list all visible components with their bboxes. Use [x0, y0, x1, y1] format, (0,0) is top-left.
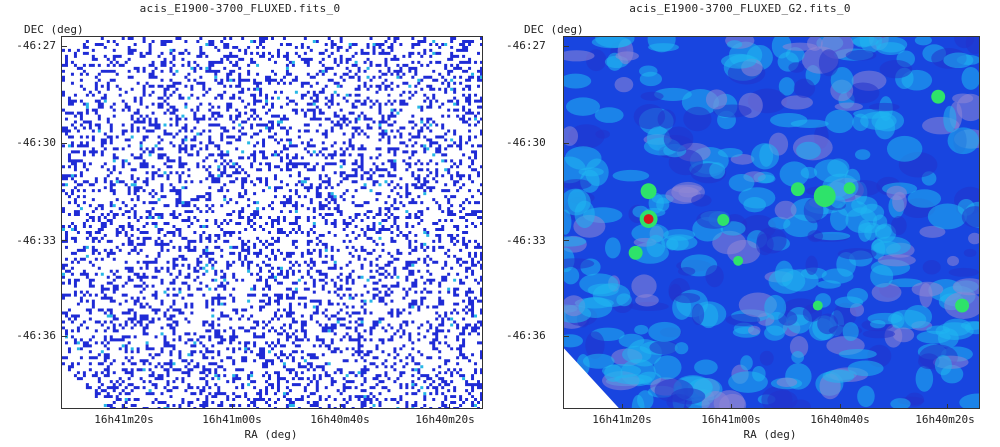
y-tick-label: -46:36 [16, 329, 56, 342]
y-tick [563, 46, 569, 47]
raw-image-panel: acis_E1900-3700_FLUXED.fits_0 DEC (deg) … [0, 0, 483, 447]
raw-counts-image [62, 37, 482, 408]
y-tick [61, 143, 67, 144]
x-tick-label: 16h41m20s [94, 413, 154, 426]
source-blob [733, 255, 744, 266]
panel-title: acis_E1900-3700_FLUXED_G2.fits_0 [629, 2, 851, 15]
source-blob [931, 89, 946, 104]
y-tick [563, 240, 569, 241]
y-tick-label: -46:27 [16, 39, 56, 52]
y-tick-label: -46:36 [506, 329, 546, 342]
x-tick [622, 404, 623, 409]
y-tick [61, 240, 67, 241]
x-tick-label: 16h40m20s [415, 413, 475, 426]
smoothed-image-plot[interactable] [563, 36, 980, 409]
x-tick-label: 16h40m40s [310, 413, 370, 426]
x-tick [731, 404, 732, 409]
x-tick [124, 404, 125, 409]
smoothed-image-panel: acis_E1900-3700_FLUXED_G2.fits_0 DEC (de… [500, 0, 980, 447]
x-tick-label: 16h41m20s [592, 413, 652, 426]
y-tick-label: -46:33 [506, 234, 546, 247]
x-tick [232, 404, 233, 409]
panel-title: acis_E1900-3700_FLUXED.fits_0 [139, 2, 341, 15]
y-tick [563, 143, 569, 144]
x-tick [449, 404, 450, 409]
x-tick [340, 404, 341, 409]
source-blob [717, 214, 730, 226]
x-tick-label: 16h40m20s [915, 413, 975, 426]
source-blob [843, 182, 856, 195]
y-tick [61, 46, 67, 47]
y-tick-label: -46:27 [506, 39, 546, 52]
bright-source [643, 214, 654, 224]
x-axis-label: RA (deg) [743, 428, 797, 441]
x-tick [840, 404, 841, 409]
x-axis-label: RA (deg) [244, 428, 298, 441]
x-tick [947, 404, 948, 409]
y-tick [61, 336, 67, 337]
x-tick-label: 16h41m00s [701, 413, 761, 426]
source-blob [813, 185, 836, 208]
y-axis-label: DEC (deg) [24, 23, 84, 36]
source-blob [640, 183, 657, 200]
source-blob [628, 245, 643, 260]
y-axis-label: DEC (deg) [524, 23, 584, 36]
smoothed-counts-image [564, 37, 979, 408]
y-tick [563, 336, 569, 337]
y-tick-label: -46:30 [506, 136, 546, 149]
y-tick-label: -46:30 [16, 136, 56, 149]
y-tick-label: -46:33 [16, 234, 56, 247]
x-tick-label: 16h41m00s [202, 413, 262, 426]
source-blob [790, 182, 805, 197]
raw-image-plot[interactable] [61, 36, 483, 409]
source-blob [955, 298, 970, 313]
source-blob [812, 300, 823, 311]
x-tick-label: 16h40m40s [810, 413, 870, 426]
